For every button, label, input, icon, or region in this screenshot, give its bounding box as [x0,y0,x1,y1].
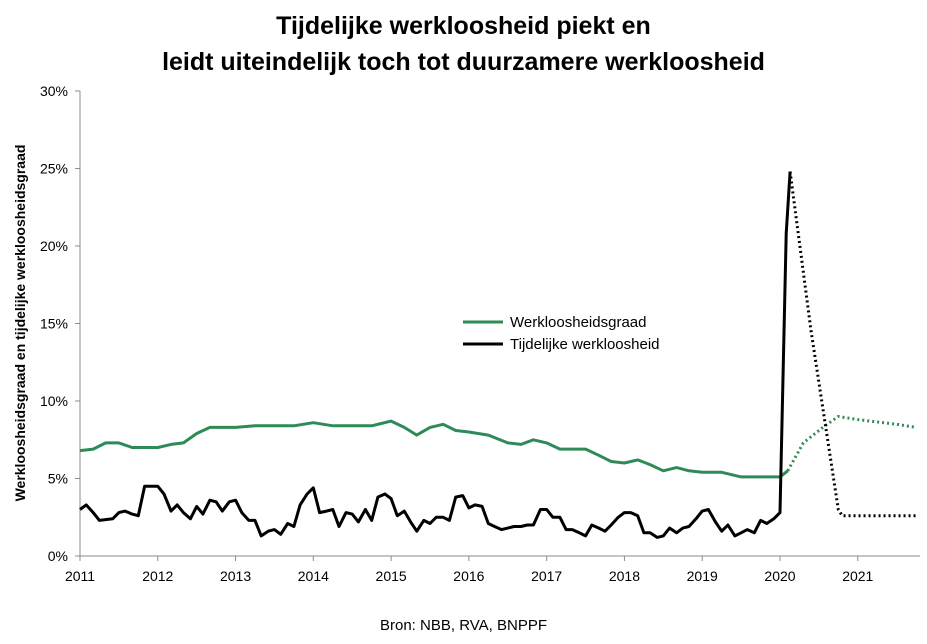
x-tick-label: 2011 [65,568,95,584]
y-tick-label: 0% [48,548,68,564]
x-tick-label: 2021 [842,568,873,584]
x-tick-label: 2013 [220,568,251,584]
legend-label-tijdelijke-werkloosheid: Tijdelijke werkloosheid [510,336,660,353]
y-tick-label: 15% [40,316,68,332]
series-line-tijdelijke-werkloosheid [79,171,792,539]
y-tick-label: 5% [48,471,68,487]
x-tick-label: 2017 [531,568,562,584]
x-tick-label: 2018 [609,568,640,584]
series-forecast-werkloosheidsgraad [786,414,917,472]
series-forecast-tijdelijke-werkloosheid [788,171,917,518]
x-tick-label: 2012 [142,568,173,584]
chart-title-line-1: Tijdelijke werkloosheid piekt en [276,12,651,40]
x-tick-label: 2014 [298,568,329,584]
y-tick-label: 10% [40,393,68,409]
chart-title-line-2: leidt uiteindelijk toch tot duurzamere w… [162,48,765,76]
y-tick-label: 30% [40,83,68,99]
y-tick-label: 20% [40,238,68,254]
y-tick-label: 25% [40,161,68,177]
x-tick-label: 2015 [376,568,407,584]
source-note: Bron: NBB, RVA, BNPPF [380,617,547,634]
x-tick-label: 2019 [687,568,718,584]
legend-label-werkloosheidsgraad: Werkloosheidsgraad [510,314,646,331]
x-tick-label: 2016 [453,568,484,584]
series-line-werkloosheidsgraad [79,419,789,479]
x-tick-label: 2020 [764,568,795,584]
